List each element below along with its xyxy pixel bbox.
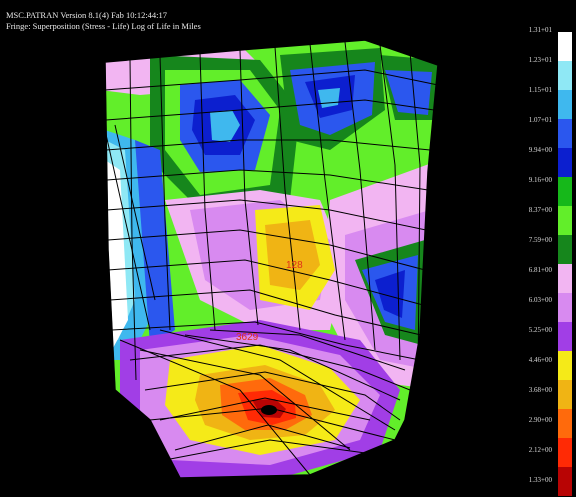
legend-label: 9.94+00 — [528, 146, 552, 154]
legend-label: 6.81+00 — [528, 266, 552, 274]
legend-label: 2.12+00 — [528, 446, 552, 454]
legend-swatch — [558, 148, 572, 177]
finite-element-mesh — [104, 41, 439, 476]
legend-swatch — [558, 206, 572, 235]
legend-label: 1.33+00 — [528, 476, 552, 484]
legend-swatch — [558, 119, 572, 148]
legend-swatch — [558, 90, 572, 119]
node-label-1: 128 — [286, 260, 303, 271]
node-label-2: 3629 — [236, 332, 259, 343]
max-damage-point — [261, 405, 277, 415]
legend-swatch — [558, 177, 572, 206]
legend-label: 8.37+00 — [528, 206, 552, 214]
legend-swatch — [558, 61, 572, 90]
legend-label: 1.23+01 — [528, 56, 552, 64]
legend-label: 3.68+00 — [528, 386, 552, 394]
legend-swatch — [558, 293, 572, 322]
legend-label: 9.16+00 — [528, 176, 552, 184]
legend-label: 4.46+00 — [528, 356, 552, 364]
contour-blue-left — [135, 140, 175, 345]
legend-swatch — [558, 235, 572, 264]
plot-header: MSC.PATRAN Version 8.1(4) Fab 10:12:44:1… — [6, 10, 201, 32]
model-outline — [104, 39, 439, 479]
contour-fill-group — [105, 40, 438, 478]
legend-color-bar — [558, 32, 572, 497]
legend-swatch — [558, 380, 572, 409]
legend-label: 1.31+01 — [528, 26, 552, 34]
header-version-line: MSC.PATRAN Version 8.1(4) Fab 10:12:44:1… — [6, 10, 168, 20]
header-fringe-title: Fringe: Superposition (Stress - Life) Lo… — [6, 21, 201, 31]
legend-swatch — [558, 409, 572, 438]
legend-label: 6.03+00 — [528, 296, 552, 304]
legend-swatch — [558, 467, 572, 496]
contour-orange-center — [265, 220, 320, 290]
contour-cyan-1 — [210, 110, 240, 142]
legend-swatch — [558, 264, 572, 293]
legend-label: 2.90+00 — [528, 416, 552, 424]
legend-label: 5.25+00 — [528, 326, 552, 334]
legend-label: 7.59+00 — [528, 236, 552, 244]
legend-swatch — [558, 322, 572, 351]
legend-labels: 1.31+01 1.23+01 1.15+01 1.07+01 9.94+00 9.16+… — [500, 26, 552, 496]
legend-label: 1.07+01 — [528, 116, 552, 124]
legend-label: 1.15+01 — [528, 86, 552, 94]
legend-swatch — [558, 32, 572, 61]
legend-swatch — [558, 351, 572, 380]
legend-swatch — [558, 438, 572, 467]
